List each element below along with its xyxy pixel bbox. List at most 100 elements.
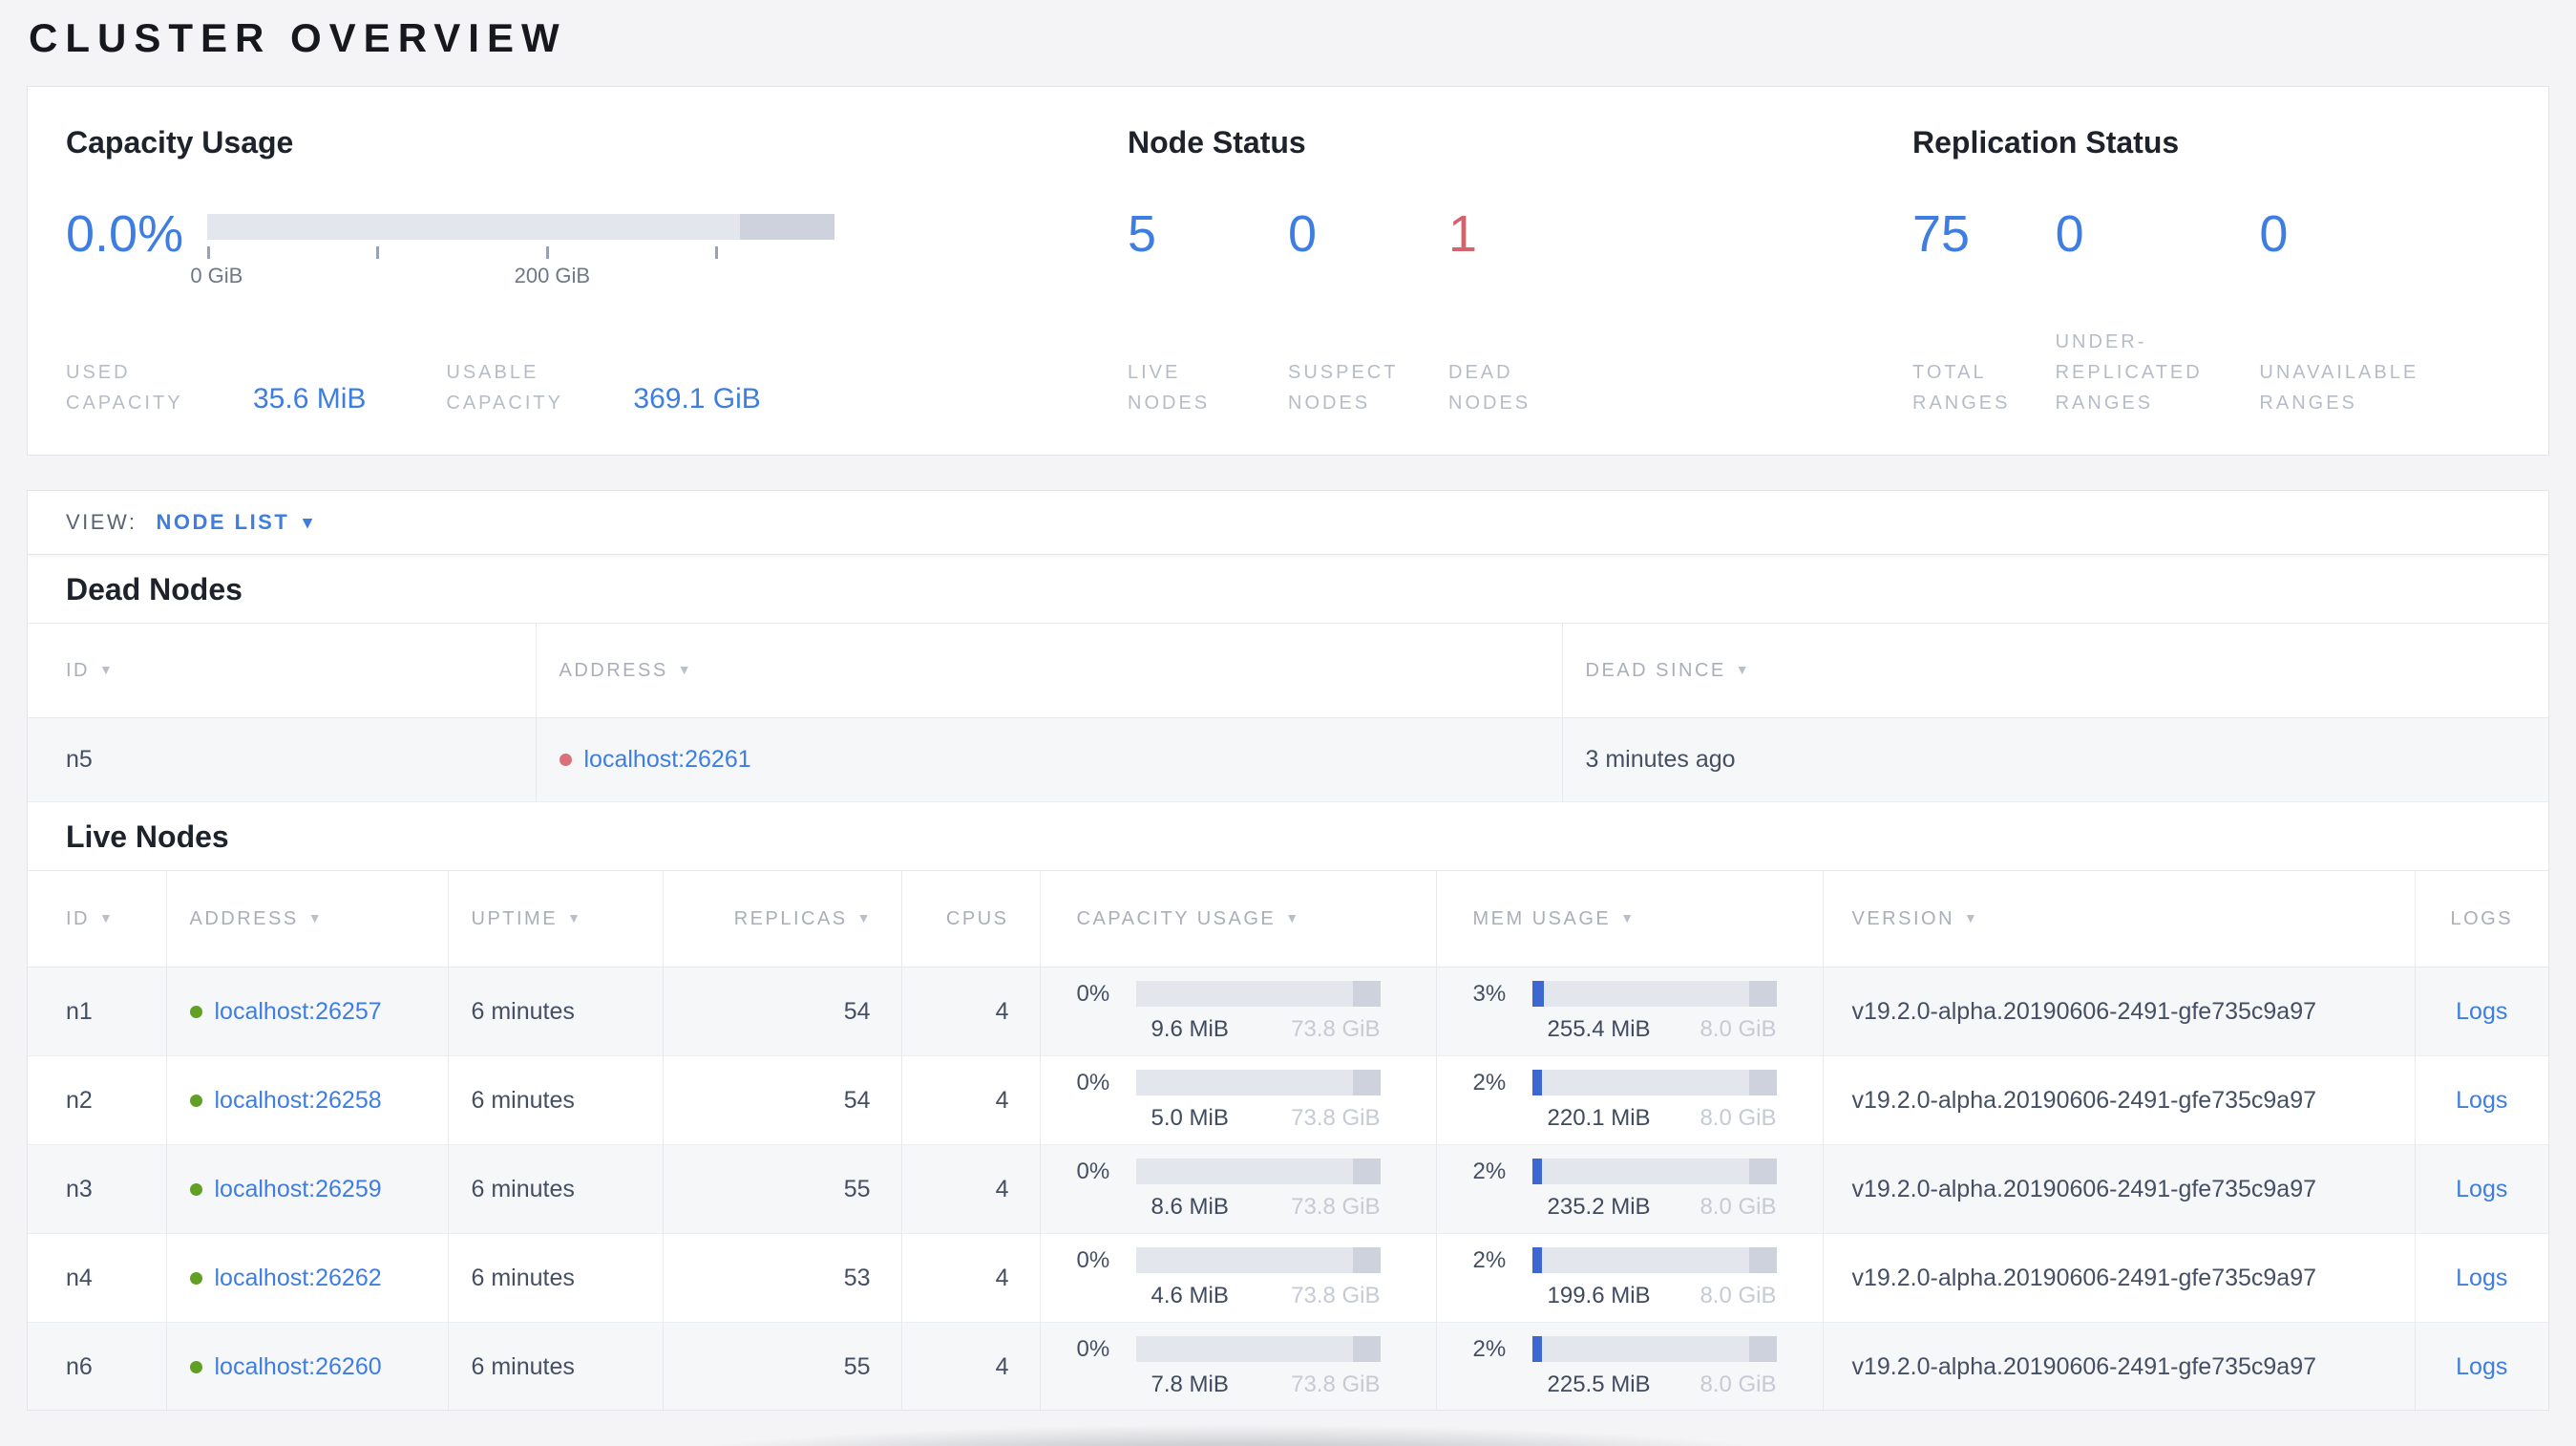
- logs-cell: Logs: [2414, 1233, 2548, 1323]
- uptime-cell: 6 minutes: [447, 1233, 663, 1323]
- capacity-usage-title: Capacity Usage: [66, 125, 294, 160]
- uptime-cell: 6 minutes: [447, 1322, 663, 1411]
- live-status-dot: [189, 1360, 202, 1373]
- logs-link[interactable]: Logs: [2456, 1086, 2508, 1114]
- capacity-bar-reserved-segment: [740, 214, 834, 241]
- table-row: n5 localhost:26261 3 minutes ago: [28, 717, 2548, 802]
- replicas-cell: 54: [662, 1055, 901, 1145]
- dead-nodes-metric: 1 DEAD NODES: [1448, 208, 1609, 418]
- used-capacity-stat: USED CAPACITY 35.6 MiB: [66, 357, 366, 418]
- live-status-dot: [189, 1005, 202, 1018]
- node-address-cell: localhost:26262: [165, 1233, 448, 1323]
- under-replicated-ranges-metric: 0 UNDER-REPLICATED RANGES: [2056, 208, 2260, 418]
- node-address-link[interactable]: localhost:26262: [214, 1264, 382, 1291]
- node-id-cell: n1: [66, 997, 93, 1025]
- replicas-cell: 53: [662, 1233, 901, 1323]
- axis-tick-label: 0 GiB: [190, 264, 243, 288]
- axis-tick: [545, 246, 549, 260]
- live-nodes-metric: 5 LIVE NODES: [1128, 208, 1288, 418]
- unavailable-label: UNAVAILABLE RANGES: [2259, 362, 2419, 415]
- suspect-nodes-metric: 0 SUSPECT NODES: [1288, 208, 1448, 418]
- cluster-overview-page: CLUSTER OVERVIEW Capacity Usage 0.0%: [0, 15, 2576, 1446]
- column-header-address[interactable]: ADDRESS ▼: [535, 623, 1562, 719]
- version-cell: v19.2.0-alpha.20190606-2491-gfe735c9a97: [1822, 1322, 2415, 1411]
- column-header-id[interactable]: ID ▼: [28, 623, 536, 719]
- node-address-link[interactable]: localhost:26258: [214, 1086, 382, 1114]
- capacity-bar: [1135, 1336, 1381, 1363]
- node-address-link[interactable]: localhost:26261: [583, 746, 751, 774]
- live-nodes-body: n1 localhost:26257 6 minutes 54 4 0% 9.6…: [28, 967, 2548, 1411]
- version-cell: v19.2.0-alpha.20190606-2491-gfe735c9a97: [1822, 1055, 2415, 1145]
- live-status-dot: [189, 1094, 202, 1107]
- dead-status-dot: [559, 754, 572, 767]
- node-id-cell: n2: [66, 1086, 93, 1114]
- column-header-uptime[interactable]: UPTIME ▼: [447, 870, 663, 968]
- node-address-link[interactable]: localhost:26257: [214, 997, 382, 1025]
- mem-bar: [1531, 1336, 1777, 1363]
- capacity-bar: [1135, 1070, 1381, 1096]
- logs-link[interactable]: Logs: [2456, 1175, 2508, 1202]
- node-address-link[interactable]: localhost:26260: [214, 1352, 382, 1380]
- sort-arrow-icon: ▼: [856, 909, 871, 925]
- logs-link[interactable]: Logs: [2456, 997, 2508, 1025]
- column-header-replicas[interactable]: REPLICAS ▼: [662, 870, 901, 968]
- node-list-card: VIEW: NODE LIST ▾ Dead Nodes ID ▼ ADDRESS…: [27, 490, 2549, 1412]
- table-row: n6 localhost:26260 6 minutes 55 4 0% 7.8…: [28, 1322, 2548, 1411]
- mem-usage-cell: 2% 220.1 MiB 8.0 GiB: [1435, 1055, 1823, 1145]
- view-mode-dropdown[interactable]: NODE LIST ▾: [156, 510, 314, 535]
- mem-usage-cell: 2% 225.5 MiB 8.0 GiB: [1435, 1322, 1823, 1411]
- live-status-dot: [189, 1182, 202, 1196]
- used-capacity-value: 35.6 MiB: [253, 383, 367, 415]
- logs-link[interactable]: Logs: [2456, 1352, 2508, 1380]
- dead-nodes-count: 1: [1448, 205, 1478, 264]
- column-header-capacity-usage[interactable]: CAPACITY USAGE ▼: [1039, 870, 1436, 968]
- column-header-id[interactable]: ID ▼: [28, 870, 166, 968]
- column-header-cpus[interactable]: CPUS: [900, 870, 1040, 968]
- node-status-title: Node Status: [1128, 125, 1306, 160]
- axis-tick: [376, 246, 380, 260]
- column-header-mem-usage[interactable]: MEM USAGE ▼: [1435, 870, 1823, 968]
- mem-bar: [1531, 1247, 1777, 1274]
- node-id-cell: n6: [66, 1352, 93, 1380]
- capacity-bar: [1135, 1247, 1381, 1274]
- chevron-down-icon: ▾: [303, 512, 315, 533]
- dead-since-cell: 3 minutes ago: [1561, 717, 2548, 802]
- usable-capacity-stat: USABLE CAPACITY 369.1 GiB: [446, 357, 760, 418]
- capacity-usage-cell: 0% 8.6 MiB 73.8 GiB: [1039, 1144, 1436, 1234]
- sort-arrow-icon: ▼: [99, 909, 113, 925]
- unavailable-ranges-metric: 0 UNAVAILABLE RANGES: [2259, 208, 2510, 418]
- under-replicated-count: 0: [2055, 205, 2084, 264]
- unavailable-count: 0: [2259, 205, 2289, 264]
- mem-bar: [1531, 981, 1777, 1008]
- column-header-version[interactable]: VERSION ▼: [1822, 870, 2415, 968]
- sort-arrow-icon: ▼: [1620, 909, 1635, 925]
- total-ranges-count: 75: [1912, 205, 1971, 264]
- view-mode-selected: NODE LIST: [156, 510, 290, 535]
- version-cell: v19.2.0-alpha.20190606-2491-gfe735c9a97: [1822, 967, 2415, 1056]
- node-address-link[interactable]: localhost:26259: [214, 1175, 382, 1202]
- uptime-cell: 6 minutes: [447, 1144, 663, 1234]
- dead-nodes-header-row: ID ▼ ADDRESS ▼ DEAD SINCE ▼: [28, 623, 2548, 719]
- table-row: n2 localhost:26258 6 minutes 54 4 0% 5.0…: [28, 1055, 2548, 1145]
- under-replicated-label: UNDER-REPLICATED RANGES: [2055, 331, 2203, 415]
- version-cell: v19.2.0-alpha.20190606-2491-gfe735c9a97: [1822, 1144, 2415, 1234]
- capacity-usage-cell: 0% 5.0 MiB 73.8 GiB: [1039, 1055, 1436, 1145]
- column-header-address[interactable]: ADDRESS ▼: [165, 870, 448, 968]
- usable-capacity-value: 369.1 GiB: [633, 383, 761, 415]
- uptime-cell: 6 minutes: [447, 1055, 663, 1145]
- capacity-usage-cell: 0% 7.8 MiB 73.8 GiB: [1039, 1322, 1436, 1411]
- uptime-cell: 6 minutes: [447, 967, 663, 1056]
- usable-capacity-label: USABLE CAPACITY: [446, 362, 563, 415]
- axis-tick: [207, 246, 210, 260]
- column-header-dead-since[interactable]: DEAD SINCE ▼: [1561, 623, 2548, 719]
- logs-link[interactable]: Logs: [2456, 1264, 2508, 1291]
- sort-arrow-icon: ▼: [99, 661, 113, 677]
- capacity-percent-value: 0.0%: [66, 205, 184, 264]
- mem-usage-cell: 3% 255.4 MiB 8.0 GiB: [1435, 967, 1823, 1056]
- total-ranges-label: TOTAL RANGES: [1912, 362, 2011, 415]
- cpus-cell: 4: [900, 967, 1040, 1056]
- table-row: n4 localhost:26262 6 minutes 53 4 0% 4.6…: [28, 1233, 2548, 1323]
- replicas-cell: 55: [662, 1144, 901, 1234]
- bottom-overlay-shadow: [630, 1423, 1833, 1446]
- table-row: n1 localhost:26257 6 minutes 54 4 0% 9.6…: [28, 967, 2548, 1056]
